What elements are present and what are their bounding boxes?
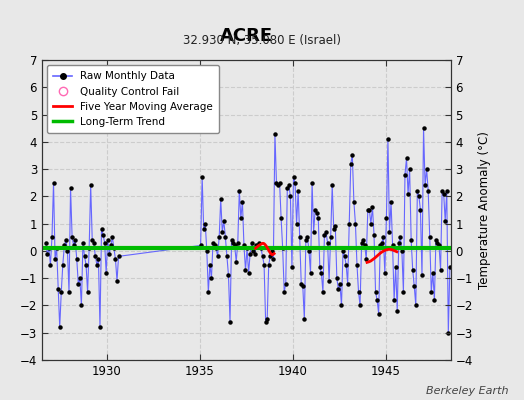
Legend: Raw Monthly Data, Quality Control Fail, Five Year Moving Average, Long-Term Tren: Raw Monthly Data, Quality Control Fail, … xyxy=(47,65,220,133)
Title: ACRE: ACRE xyxy=(220,26,273,44)
Text: 32.930 N, 35.080 E (Israel): 32.930 N, 35.080 E (Israel) xyxy=(183,34,341,47)
Y-axis label: Temperature Anomaly (°C): Temperature Anomaly (°C) xyxy=(478,131,492,289)
Text: Berkeley Earth: Berkeley Earth xyxy=(426,386,508,396)
